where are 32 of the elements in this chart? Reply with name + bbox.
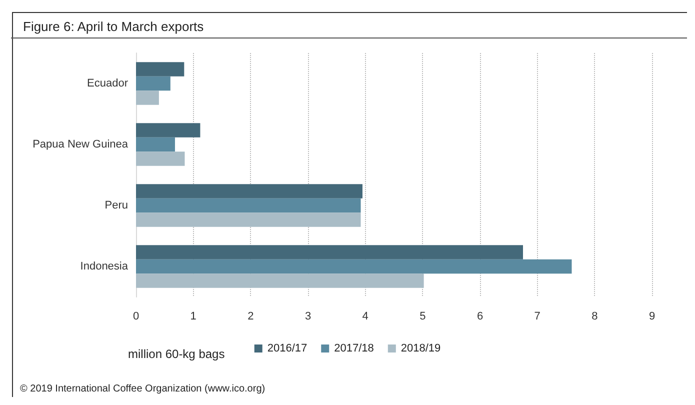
bar [136, 245, 523, 260]
bar [136, 198, 361, 213]
bar [136, 184, 362, 198]
bar [136, 212, 361, 227]
x-axis-title: million 60-kg bags [128, 347, 225, 361]
x-tick-label: 5 [420, 310, 426, 322]
y-tick-label: Indonesia [80, 260, 129, 272]
x-tick-label: 8 [592, 310, 598, 322]
bar [136, 76, 170, 91]
y-tick-label: Peru [104, 200, 128, 212]
bar [136, 152, 185, 166]
legend-label: 2017/18 [334, 342, 374, 354]
bar [136, 137, 175, 152]
x-tick-label: 9 [648, 310, 656, 322]
bar [136, 123, 200, 138]
x-tick-label: 3 [304, 310, 312, 322]
text: © 2019 International Coffee Organization (www.ico.org) [20, 384, 266, 394]
x-tick-label: 6 [476, 310, 484, 322]
y-tick-label: Ecuador [87, 78, 128, 90]
chart-title: Figure 6: April to March exports [23, 19, 204, 34]
legend-label: 2018/19 [400, 342, 441, 354]
x-tick-label: 0 [132, 310, 140, 322]
bar [136, 90, 159, 105]
bar [136, 259, 572, 274]
x-tick-label: 4 [362, 310, 368, 322]
y-tick-label: Papua New Guinea [32, 138, 129, 150]
x-tick-label: 7 [534, 310, 540, 322]
x-tick-label: 1 [190, 310, 196, 322]
x-tick-label: 2 [248, 310, 254, 322]
bar [136, 274, 424, 288]
bar [136, 62, 184, 76]
legend-label: 2016/17 [267, 342, 308, 354]
